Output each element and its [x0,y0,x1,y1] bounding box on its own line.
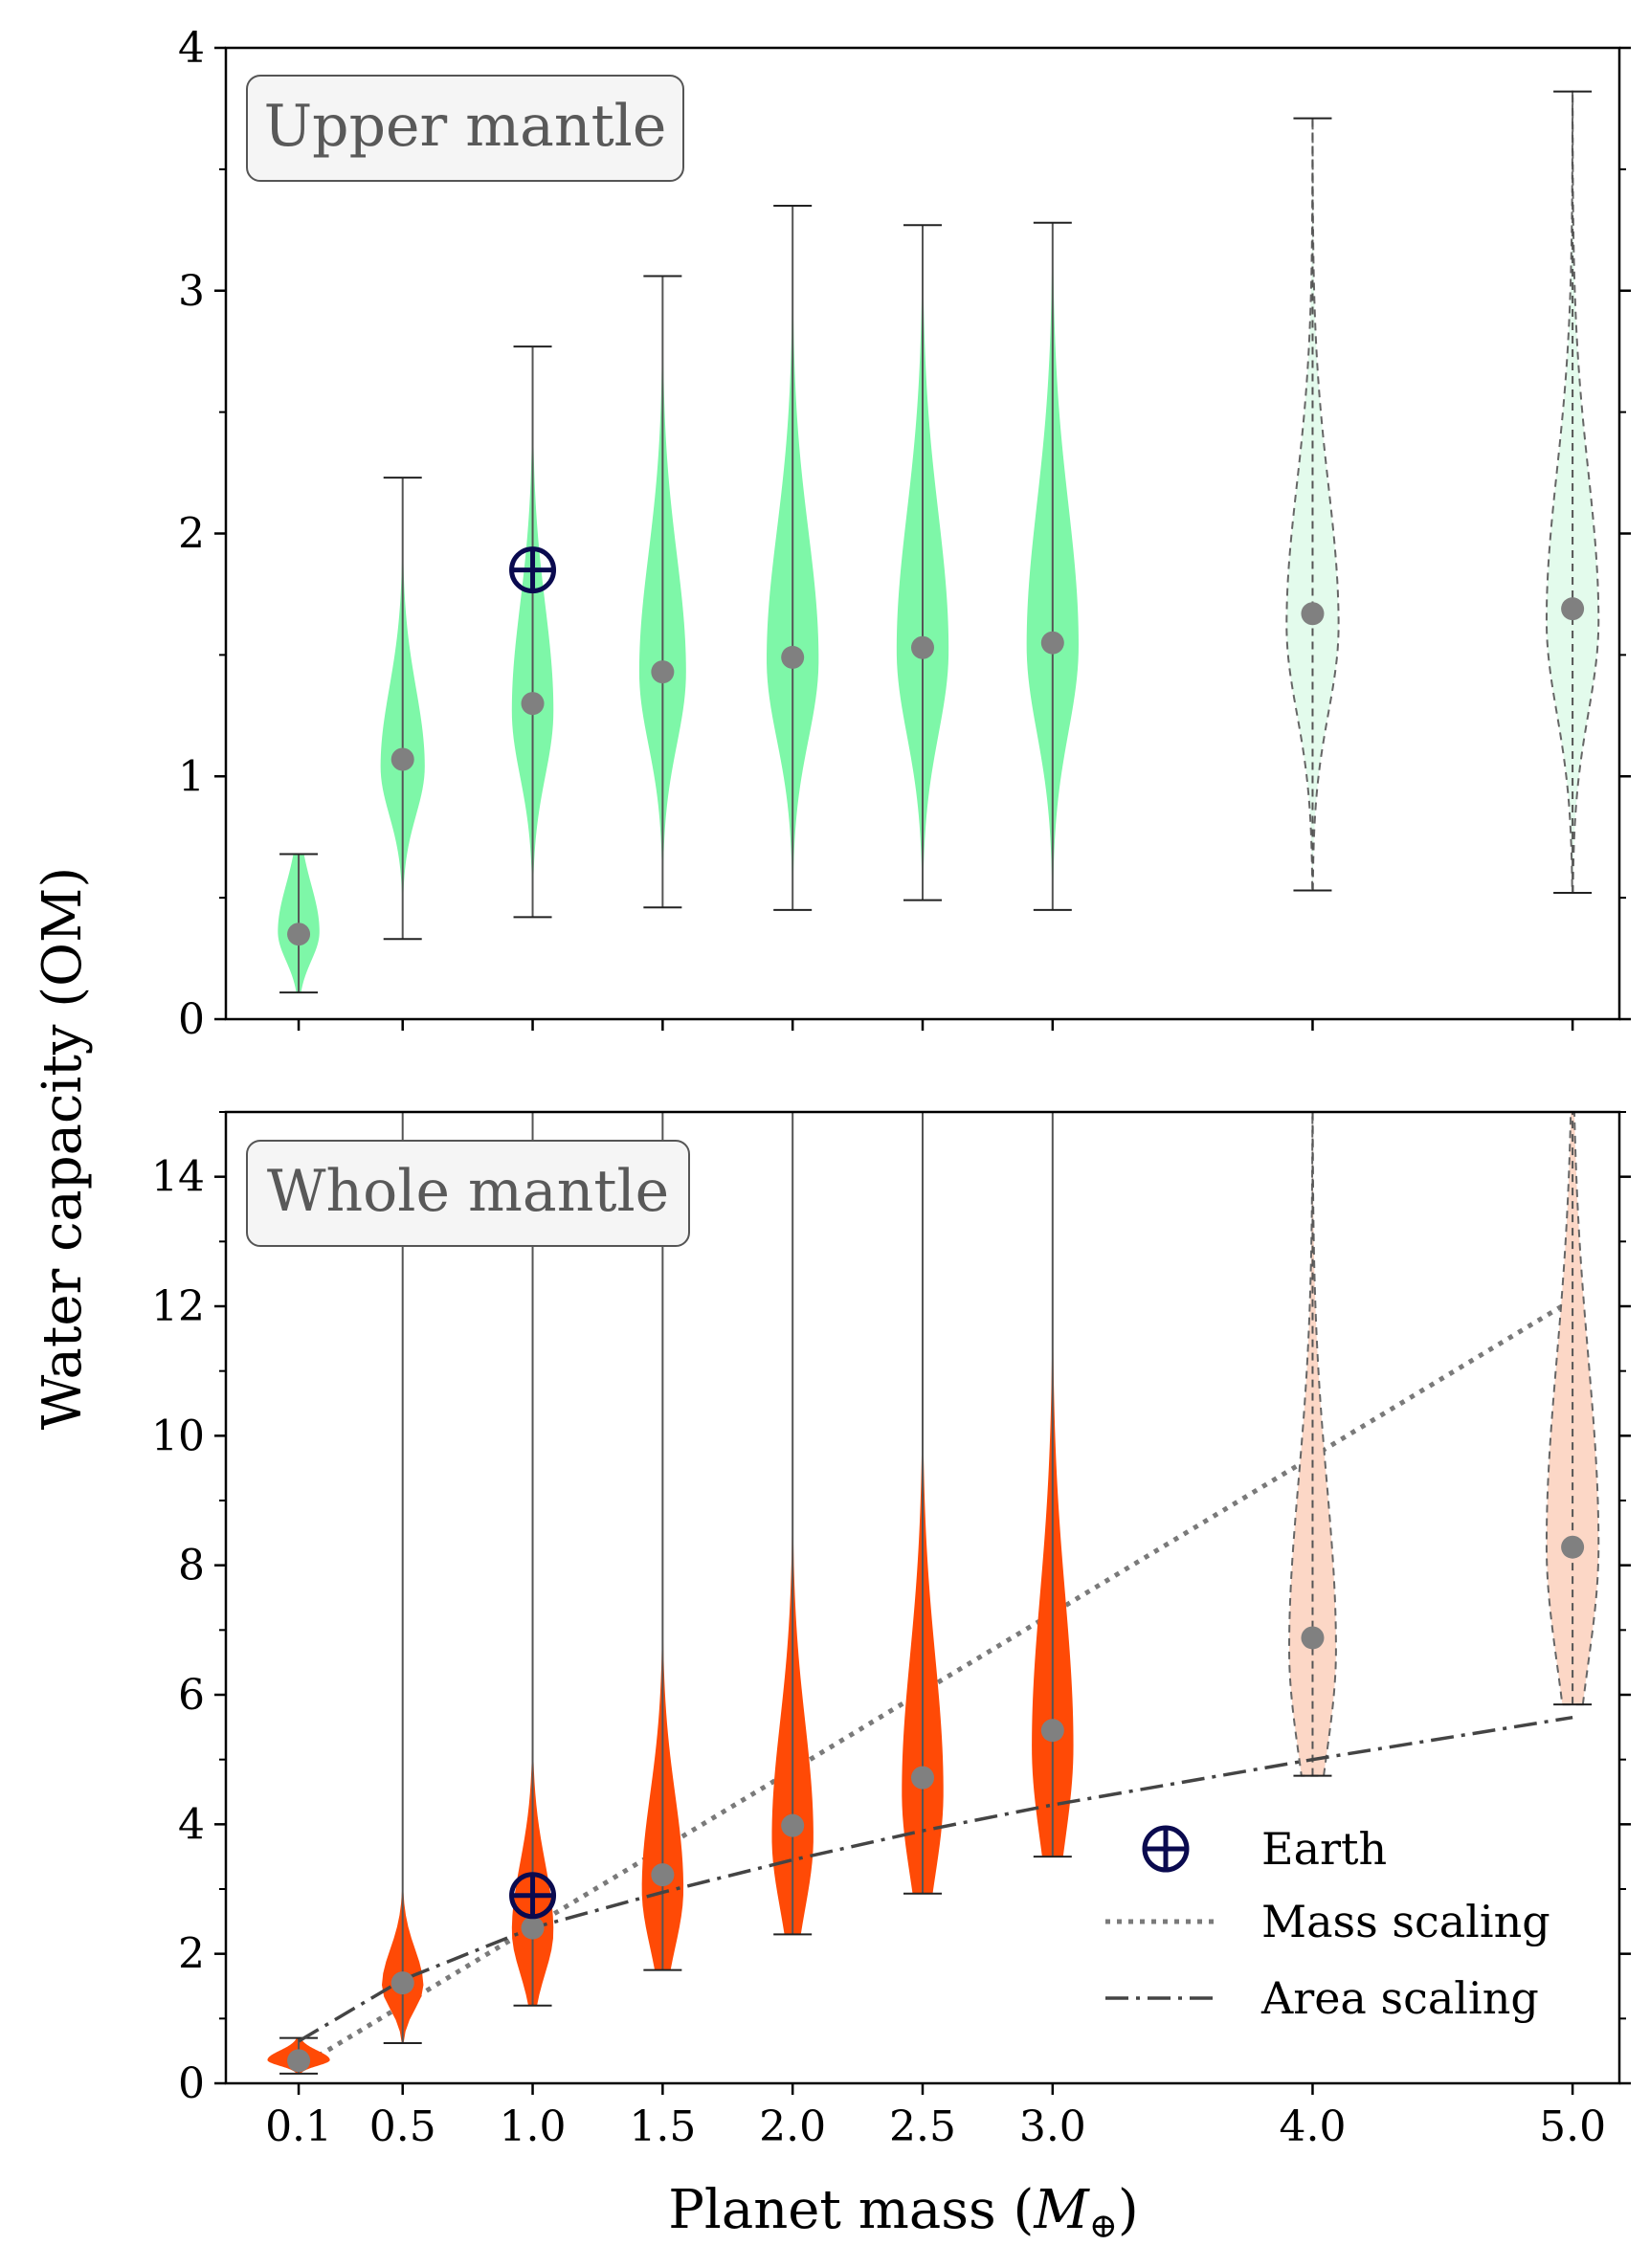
y-tick-label-4: 4 [178,1800,205,1849]
y-axis-label: Water capacity (OM) [32,867,94,1430]
y-tick-label-1: 1 [178,752,205,801]
whole-panel-label-box: Whole mantle [246,1140,690,1247]
whole-mantle-panel: 0 2 4 6 8 10 12 14 0.1 0.5 1.0 1.5 2.0 2.5 3.0 4.0 5.0 W… [151,1110,1631,2151]
x-tick-label-3: 3.0 [1019,2102,1086,2151]
median-point-5 [1561,597,1585,621]
x-tick-label-1.5: 1.5 [629,2102,696,2151]
upper-ticks: 0 1 2 3 4 [178,24,1631,1044]
legend-area-scaling-label: Area scaling [1260,1972,1539,2024]
violin-body-5 [1545,90,1600,895]
x-axis-label-subscript: ⊕ [1089,2207,1118,2246]
whole-violins [267,1112,1600,2075]
y-tick-label-8: 8 [178,1542,205,1590]
whole-ticks: 0 2 4 6 8 10 12 14 0.1 0.5 1.0 1.5 2.0 2.5 3.0 4.0 5.0 [151,1111,1631,2151]
y-tick-label-14: 14 [151,1153,205,1202]
upper-mantle-panel: 0 1 2 3 4 Upper mantle [178,24,1631,1044]
violin-body-4 [1288,1112,1337,1777]
y-tick-label-2: 2 [178,510,205,559]
legend: Earth Mass scaling Area scaling [1105,1823,1550,2024]
median-point-1.5 [651,660,675,684]
upper-panel-label: Upper mantle [264,93,667,160]
x-axis-label-main: Planet mass ( [668,2179,1034,2241]
median-point-2 [781,645,805,669]
median-point-0.1 [287,2049,311,2073]
legend-earth-icon [1142,1825,1190,1873]
earth-marker [509,1872,557,1920]
x-tick-label-5: 5.0 [1539,2102,1606,2151]
median-point-3 [1040,1719,1064,1743]
x-tick-label-1: 1.0 [500,2102,567,2151]
y-tick-label-10: 10 [151,1412,205,1460]
median-point-1.5 [651,1863,675,1887]
median-point-0.5 [390,1971,414,1995]
median-point-5 [1561,1535,1585,1559]
x-tick-label-2: 2.0 [759,2102,826,2151]
y-tick-label-0: 0 [178,2059,205,2108]
whole-panel-label: Whole mantle [267,1158,669,1225]
x-tick-label-0.5: 0.5 [369,2102,436,2151]
median-point-2.5 [911,635,934,659]
y-tick-label-4: 4 [178,24,205,73]
median-point-1 [521,1916,545,1940]
median-point-0.1 [287,923,311,946]
upper-panel-label-box: Upper mantle [246,75,684,182]
earth-marker [509,546,557,594]
upper-violins [278,90,1600,994]
median-point-4 [1301,602,1325,626]
median-point-2 [781,1813,805,1837]
violin-body-4 [1285,117,1340,892]
x-tick-label-4: 4.0 [1279,2102,1346,2151]
median-point-2.5 [911,1766,934,1790]
legend-mass-scaling-label: Mass scaling [1261,1896,1550,1947]
y-tick-label-2: 2 [178,1930,205,1979]
median-point-4 [1301,1626,1325,1650]
median-point-3 [1040,631,1064,655]
median-point-0.5 [390,747,414,771]
median-point-1 [521,692,545,716]
y-tick-label-3: 3 [178,267,205,316]
x-tick-label-0.1: 0.1 [265,2102,332,2151]
x-axis-label: Planet mass (M⊕) [668,2179,1138,2246]
x-axis-label-symbol: M [1033,2179,1090,2241]
y-tick-label-0: 0 [178,995,205,1044]
y-tick-label-12: 12 [151,1282,205,1331]
area-scaling-line [298,1715,1573,2043]
y-tick-label-6: 6 [178,1671,205,1720]
legend-earth-label: Earth [1261,1823,1387,1875]
x-tick-label-2.5: 2.5 [889,2102,956,2151]
x-axis-label-close: ) [1118,2179,1139,2241]
